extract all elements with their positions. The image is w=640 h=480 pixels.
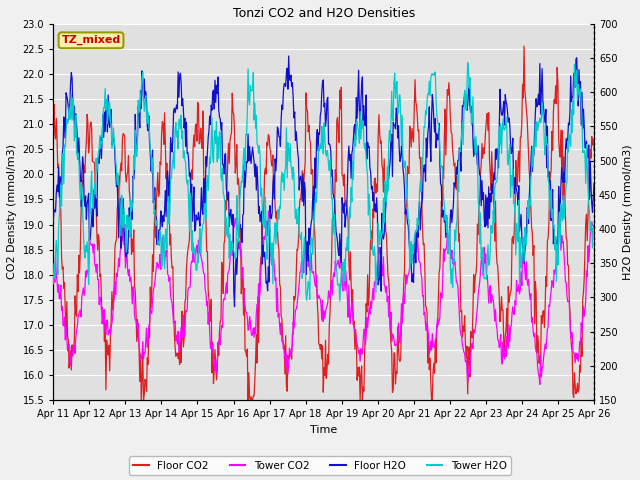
Y-axis label: H2O Density (mmol/m3): H2O Density (mmol/m3): [623, 144, 633, 280]
Title: Tonzi CO2 and H2O Densities: Tonzi CO2 and H2O Densities: [232, 7, 415, 20]
X-axis label: Time: Time: [310, 425, 337, 435]
Y-axis label: CO2 Density (mmol/m3): CO2 Density (mmol/m3): [7, 144, 17, 279]
Legend: Floor CO2, Tower CO2, Floor H2O, Tower H2O: Floor CO2, Tower CO2, Floor H2O, Tower H…: [129, 456, 511, 475]
Text: TZ_mixed: TZ_mixed: [61, 35, 120, 46]
